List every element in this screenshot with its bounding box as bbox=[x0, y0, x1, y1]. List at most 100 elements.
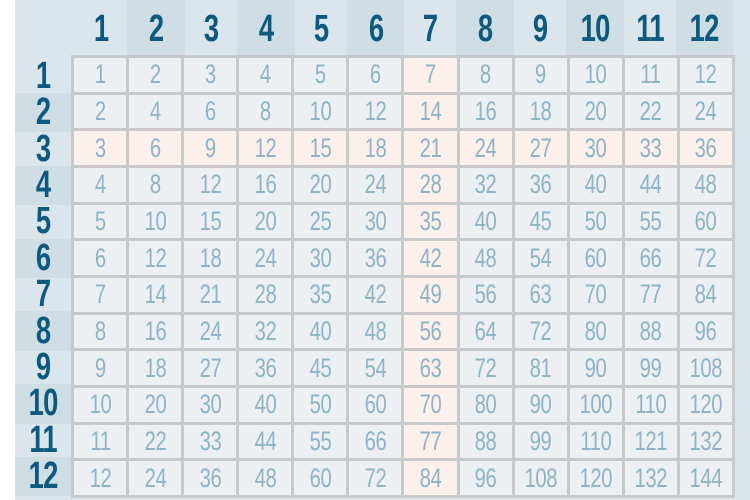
cell-value: 72 bbox=[364, 462, 387, 493]
table-cell: 88 bbox=[624, 314, 677, 349]
table-cell: 40 bbox=[294, 314, 347, 349]
table-cell: 48 bbox=[239, 461, 292, 495]
cell-value: 54 bbox=[529, 242, 552, 273]
table-cell: 10 bbox=[129, 204, 182, 239]
table-cell: 132 bbox=[679, 424, 732, 459]
table-cell: 18 bbox=[184, 241, 237, 275]
cell-value: 22 bbox=[639, 95, 662, 126]
cell-value: 2 bbox=[149, 59, 161, 90]
table-cell: 70 bbox=[569, 278, 622, 312]
cell-value: 5 bbox=[314, 59, 326, 90]
table-cell: 14 bbox=[404, 94, 457, 129]
cell-value: 36 bbox=[695, 132, 717, 163]
cell-value: 88 bbox=[474, 425, 497, 456]
table-cell: 72 bbox=[459, 351, 512, 385]
table-cell: 30 bbox=[184, 388, 237, 422]
table-cell: 36 bbox=[239, 351, 292, 385]
table-cell: 1 bbox=[74, 58, 127, 92]
table-cell: 32 bbox=[239, 314, 292, 349]
cell-value: 70 bbox=[584, 279, 607, 310]
cell-value: 12 bbox=[89, 462, 111, 493]
table-cell: 6 bbox=[129, 131, 182, 165]
table-cell: 35 bbox=[404, 204, 457, 239]
cell-value: 24 bbox=[144, 462, 167, 493]
table-cell: 10 bbox=[294, 94, 347, 129]
cell-value: 96 bbox=[695, 315, 717, 346]
cell-value: 64 bbox=[474, 315, 497, 346]
cell-value: 60 bbox=[584, 242, 607, 273]
cell-value: 66 bbox=[639, 242, 662, 273]
table-cell: 72 bbox=[349, 461, 402, 495]
table-cell: 121 bbox=[624, 424, 677, 459]
column-header-label: 6 bbox=[368, 8, 383, 50]
cell-value: 108 bbox=[524, 462, 558, 493]
cell-value: 18 bbox=[199, 242, 222, 273]
cell-value: 5 bbox=[94, 205, 106, 236]
cell-value: 7 bbox=[94, 279, 106, 310]
table-cell: 90 bbox=[514, 388, 567, 422]
column-header-label: 5 bbox=[313, 8, 328, 50]
table-cell: 9 bbox=[514, 58, 567, 92]
table-cell: 27 bbox=[184, 351, 237, 385]
table-cell: 30 bbox=[569, 131, 622, 165]
table-cell: 55 bbox=[624, 204, 677, 239]
row-header: 5 bbox=[15, 200, 71, 243]
table-cell: 48 bbox=[459, 241, 512, 275]
cell-value: 80 bbox=[584, 315, 607, 346]
table-cell: 60 bbox=[349, 388, 402, 422]
cell-value: 24 bbox=[199, 315, 222, 346]
table-cell: 24 bbox=[239, 241, 292, 275]
cell-value: 2 bbox=[94, 95, 106, 126]
cell-value: 84 bbox=[419, 462, 442, 493]
row-header: 8 bbox=[15, 310, 71, 352]
table-cell: 28 bbox=[404, 168, 457, 202]
cell-value: 21 bbox=[419, 132, 442, 163]
table-cell: 21 bbox=[404, 131, 457, 165]
table-cell: 54 bbox=[514, 241, 567, 275]
row-header-label: 5 bbox=[35, 200, 51, 243]
table-cell: 80 bbox=[459, 388, 512, 422]
table-cell: 42 bbox=[349, 278, 402, 312]
column-header-label: 3 bbox=[203, 8, 219, 50]
cell-value: 40 bbox=[474, 205, 497, 236]
table-cell: 108 bbox=[514, 461, 567, 495]
cell-value: 132 bbox=[689, 425, 723, 456]
cell-value: 25 bbox=[309, 205, 332, 236]
cell-value: 30 bbox=[364, 205, 387, 236]
cell-value: 144 bbox=[689, 462, 723, 493]
table-cell: 6 bbox=[74, 241, 127, 275]
column-header: 12 bbox=[675, 0, 734, 55]
table-cell: 6 bbox=[349, 58, 402, 92]
column-header-label: 12 bbox=[690, 8, 720, 50]
cell-value: 21 bbox=[199, 279, 222, 310]
cell-value: 36 bbox=[364, 242, 387, 273]
table-cell: 24 bbox=[459, 131, 512, 165]
table-cell: 8 bbox=[74, 314, 127, 349]
table-cell: 20 bbox=[569, 94, 622, 129]
table-cell: 12 bbox=[129, 241, 182, 275]
table-cell: 96 bbox=[459, 461, 512, 495]
cell-value: 110 bbox=[635, 389, 667, 420]
cell-value: 42 bbox=[364, 279, 387, 310]
row-header: 12 bbox=[15, 455, 71, 497]
cell-value: 28 bbox=[419, 169, 442, 200]
cell-value: 56 bbox=[474, 279, 497, 310]
row-header: 7 bbox=[15, 273, 71, 315]
column-header: 3 bbox=[182, 0, 240, 55]
cell-value: 12 bbox=[364, 95, 387, 126]
table-cell: 60 bbox=[679, 204, 732, 239]
column-header: 10 bbox=[566, 0, 624, 55]
cell-value: 45 bbox=[529, 205, 552, 236]
table-cell: 40 bbox=[569, 168, 622, 202]
table-cell: 84 bbox=[679, 278, 732, 312]
table-cell: 22 bbox=[624, 94, 677, 129]
table-cell: 45 bbox=[294, 351, 347, 385]
cell-value: 18 bbox=[144, 352, 167, 383]
cell-value: 72 bbox=[695, 242, 717, 273]
table-cell: 42 bbox=[404, 241, 457, 275]
cell-value: 9 bbox=[535, 59, 547, 90]
cell-value: 18 bbox=[364, 132, 387, 163]
table-cell: 33 bbox=[624, 131, 677, 165]
table-cell: 7 bbox=[404, 58, 457, 92]
table-cell: 8 bbox=[459, 58, 512, 92]
